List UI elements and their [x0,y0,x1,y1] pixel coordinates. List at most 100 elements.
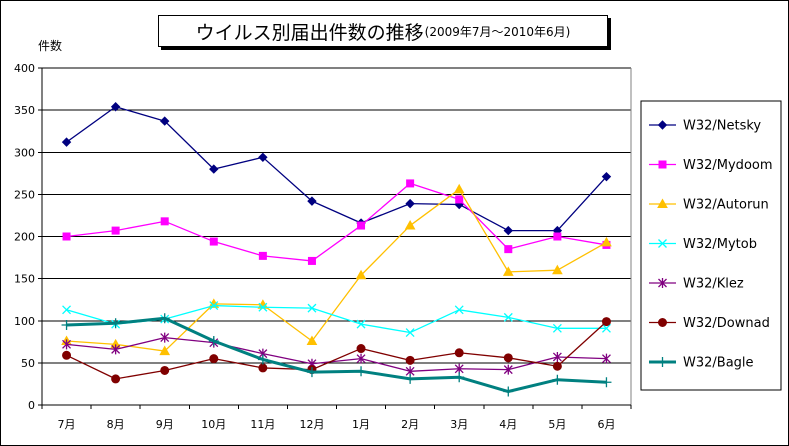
data-point-w32-mytob [258,302,268,312]
data-point-w32-mytob [62,305,72,315]
data-point-w32-klez [111,344,121,355]
data-point-w32-mydoom [62,232,71,241]
data-point-w32-bagle [61,319,72,330]
data-point-w32-mydoom [258,251,267,260]
y-tick-label-350: 350 [14,104,35,117]
y-tick-label-200: 200 [14,231,35,244]
data-point-w32-mytob [601,323,611,333]
x-tick-label-7: 1月 [352,418,370,431]
x-tick-label-11: 5月 [548,418,566,431]
series-w32-autorun [61,183,612,356]
x-tick-label-2: 8月 [107,418,125,431]
data-point-w32-mytob [209,301,219,311]
data-point-w32-netsky [601,171,612,182]
y-axis-label: 件数 [38,38,62,53]
chart-title-box: ウイルス別届出件数の推移 (2009年7月～2010年6月) [158,15,608,47]
legend-marker-w32-autorun [657,198,668,208]
data-point-w32-netsky [209,164,219,174]
x-tick-label-9: 3月 [450,418,468,431]
x-tick-label-12: 6月 [597,418,615,431]
data-point-w32-mydoom [357,221,366,230]
data-point-w32-downad [405,355,415,365]
legend: W32/Netsky W32/Mydoom W32/Autorun W32/Mytob… [640,100,782,391]
x-tick-labels: 7月 8月 9月 10月 11月 12月 1月 2月 3月 4月 5月 6月 [58,418,616,431]
data-point-w32-bagle [306,367,317,378]
series-w32-mydoom [62,179,611,265]
y-tick-label-400: 400 [14,62,35,75]
data-point-w32-mytob [405,328,415,338]
series-w32-klez [62,332,611,377]
legend-label-w32-downad: W32/Downad [683,316,770,331]
series-line-w32-autorun [66,188,607,352]
x-tick-label-3: 9月 [156,418,174,431]
data-point-w32-downad [209,354,219,364]
legend-label-w32-klez: W32/Klez [683,277,744,292]
data-point-w32-netsky [61,137,72,147]
data-point-w32-klez [160,332,170,343]
data-point-w32-downad [111,374,121,384]
series-line-w32-mydoom [66,182,607,262]
data-point-w32-netsky [110,102,121,112]
data-point-w32-netsky [405,198,415,209]
data-point-w32-mydoom [209,237,218,246]
x-tick-label-4: 10月 [201,418,226,431]
data-point-w32-downad [160,365,170,375]
data-point-w32-downad [356,344,366,354]
x-tick-label-5: 11月 [250,418,275,431]
y-tick-label-300: 300 [14,146,35,159]
y-tick-label-150: 150 [14,273,35,286]
legend-label-w32-bagle: W32/Bagle [683,356,754,371]
legend-marker-w32-mydoom [658,160,667,169]
data-point-w32-bagle [503,386,514,397]
data-point-w32-autorun [159,345,171,356]
legend-label-w32-autorun: W32/Autorun [683,198,769,213]
data-point-w32-downad [552,361,562,371]
y-tick-label-250: 250 [14,188,35,201]
legend-marker-w32-mytob [658,239,667,248]
axes [38,67,632,409]
y-tick-label-100: 100 [14,315,35,328]
data-point-w32-bagle [552,374,563,385]
data-point-w32-downad [601,317,611,327]
data-point-w32-autorun [601,236,612,247]
data-point-w32-mydoom [160,217,169,226]
data-point-w32-klez [601,353,611,364]
series-w32-netsky [61,102,612,236]
data-point-w32-mydoom [504,245,513,254]
data-point-w32-mytob [356,319,366,329]
data-point-w32-bagle [110,318,121,329]
data-point-w32-netsky [160,116,170,126]
legend-label-w32-netsky: W32/Netsky [683,119,761,134]
data-point-w32-klez [62,339,72,350]
x-tick-label-1: 7月 [58,418,76,431]
data-point-w32-netsky [258,152,268,163]
data-point-w32-klez [503,364,513,375]
legend-marker-w32-klez [658,278,667,288]
legend-label-w32-mydoom: W32/Mydoom [683,158,773,173]
x-tick-label-6: 12月 [299,418,324,431]
data-point-w32-bagle [208,335,219,346]
data-point-w32-autorun [355,269,367,280]
data-point-w32-bagle [257,354,268,365]
series-group [61,102,612,397]
chart-title: ウイルス別届出件数の推移 [195,21,424,44]
series-line-w32-netsky [66,106,607,232]
data-point-w32-klez [454,363,464,374]
data-point-w32-mydoom [111,226,120,235]
data-point-w32-mydoom [553,232,562,241]
data-point-w32-downad [454,348,464,358]
data-point-w32-mytob [552,323,562,333]
y-tick-labels: 0 50 100 150 200 250 300 350 400 [14,62,35,412]
series-line-w32-downad [66,321,607,380]
data-point-w32-klez [552,351,562,362]
data-point-w32-mydoom [455,195,464,204]
data-point-w32-bagle [356,366,367,377]
data-point-w32-netsky [503,225,513,236]
data-point-w32-bagle [405,373,416,384]
data-point-w32-mydoom [307,256,316,265]
series-w32-bagle [61,313,612,397]
data-point-w32-downad [258,363,268,373]
data-point-w32-downad [62,350,72,360]
data-point-w32-bagle [601,377,612,388]
